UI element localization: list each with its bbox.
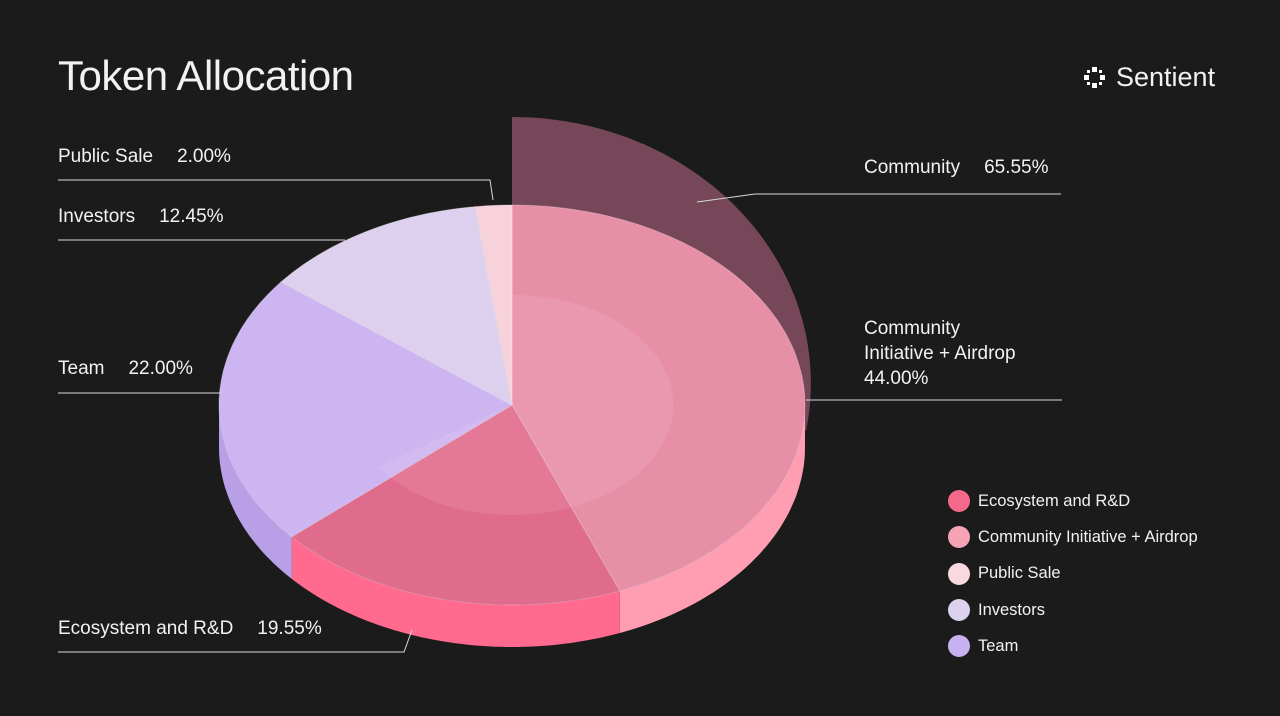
side-ecosystem-and-r-d bbox=[291, 536, 620, 647]
legend-item: Team bbox=[948, 628, 1198, 664]
side-community-initiative-airdrop bbox=[619, 405, 805, 633]
slice-community-initiative-airdrop bbox=[511, 204, 806, 592]
label-investors: Investors 12.45% bbox=[58, 206, 224, 227]
legend-item: Community Initiative + Airdrop bbox=[948, 519, 1198, 555]
chart-title: Token Allocation bbox=[58, 52, 354, 99]
community-overlay bbox=[378, 295, 674, 515]
legend-item: Public Sale bbox=[948, 556, 1198, 592]
legend-item: Ecosystem and R&D bbox=[948, 483, 1198, 519]
label-public-sale: Public Sale 2.00% bbox=[58, 146, 231, 167]
slice-public-sale bbox=[474, 204, 513, 406]
sentient-logo-icon bbox=[1084, 66, 1106, 89]
label-community: Community 65.55% bbox=[864, 157, 1049, 178]
brand-name: Sentient bbox=[1116, 62, 1216, 92]
label-ecosystem: Ecosystem and R&D 19.55% bbox=[58, 618, 322, 639]
legend-swatch bbox=[948, 526, 970, 549]
leader-line-community bbox=[696, 193, 1061, 203]
leader-line-public-sale bbox=[58, 179, 494, 201]
brand-logo: Sentient bbox=[1084, 62, 1215, 93]
slice-ecosystem-and-r-d bbox=[290, 404, 621, 606]
legend-swatch bbox=[948, 562, 970, 585]
legend-item: Investors bbox=[948, 592, 1198, 628]
side-team bbox=[219, 405, 292, 579]
label-community-initiative: Community Initiative + Airdrop 44.00% bbox=[864, 318, 1016, 389]
legend-swatch bbox=[948, 599, 970, 622]
legend-swatch bbox=[948, 635, 970, 658]
leader-line-ecosystem bbox=[58, 629, 413, 653]
slice-team bbox=[218, 281, 514, 538]
slice-investors bbox=[280, 206, 513, 406]
label-team: Team 22.00% bbox=[58, 358, 193, 379]
legend: Ecosystem and R&D Community Initiative +… bbox=[948, 483, 1198, 664]
legend-swatch bbox=[948, 490, 970, 513]
